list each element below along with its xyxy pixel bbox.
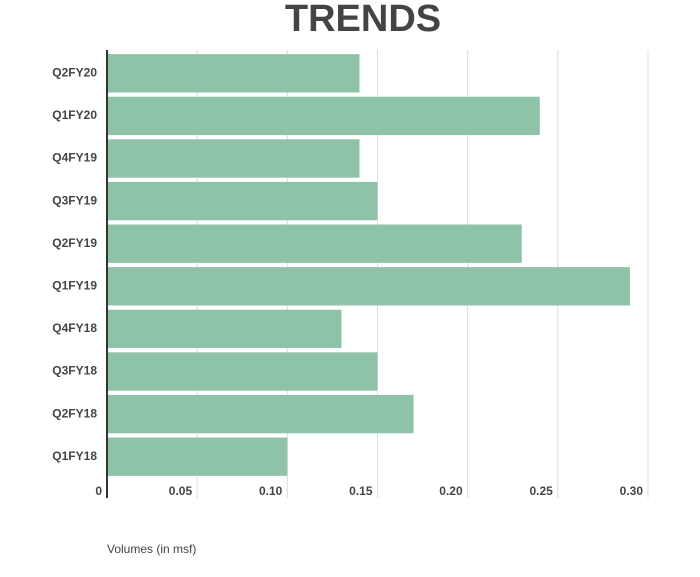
x-tick-label: 0.15 — [349, 484, 373, 498]
bar — [107, 54, 360, 93]
bar — [107, 96, 540, 136]
bar — [107, 224, 522, 263]
y-tick-label: Q1FY20 — [52, 108, 97, 122]
x-axis-label: Volumes (in msf) — [107, 542, 196, 556]
y-tick-label: Q3FY19 — [52, 193, 97, 207]
y-tick-label: Q2FY20 — [52, 65, 97, 79]
bar — [107, 181, 378, 221]
y-tick-label: Q3FY18 — [52, 364, 97, 378]
x-tick-label: 0.05 — [169, 484, 193, 498]
x-tick-label: 0.10 — [259, 484, 283, 498]
y-tick-label: Q1FY18 — [52, 449, 97, 463]
bar — [107, 139, 360, 178]
y-tick-label: Q4FY19 — [52, 151, 97, 165]
y-tick-label: Q2FY18 — [52, 406, 97, 420]
bar — [107, 437, 288, 476]
y-tick-label: Q4FY18 — [52, 321, 97, 335]
x-tick-label: 0.20 — [439, 484, 463, 498]
x-tick-label: 0 — [95, 484, 102, 498]
bar — [107, 267, 630, 306]
y-tick-label: Q2FY19 — [52, 236, 97, 250]
bar — [107, 352, 378, 391]
y-tick-label: Q1FY19 — [52, 278, 97, 292]
bar — [107, 394, 414, 434]
bar — [107, 309, 342, 349]
chart-title: TRENDS — [285, 0, 441, 40]
x-tick-label: 0.25 — [529, 484, 553, 498]
x-tick-label: 0.30 — [620, 484, 644, 498]
